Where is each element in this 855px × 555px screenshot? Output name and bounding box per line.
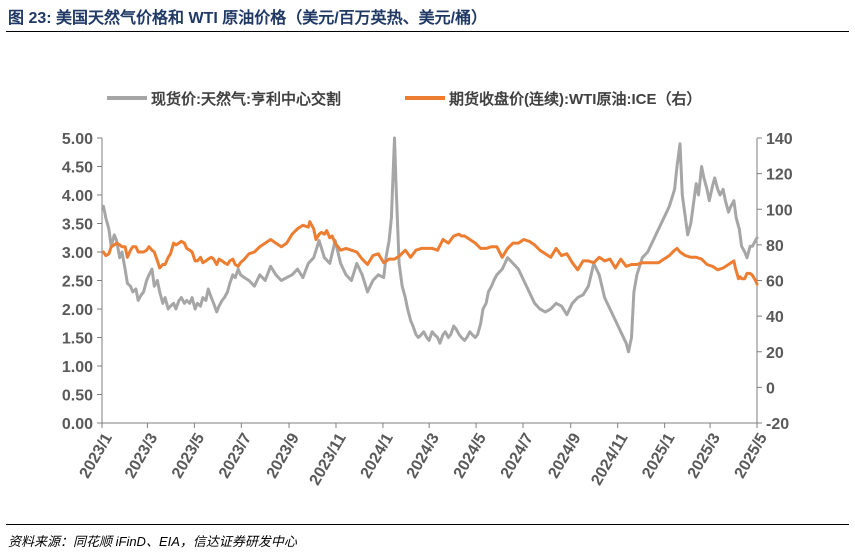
x-tick-label: 2024/1 <box>358 430 397 481</box>
right-tick-label: 100 <box>766 202 793 219</box>
x-tick-label: 2023/7 <box>216 430 255 481</box>
right-tick-label: 60 <box>766 274 784 291</box>
legend-wti-label: 期货收盘价(连续):WTI原油:ICE（右） <box>449 90 701 108</box>
left-tick-label: 3.00 <box>62 245 93 262</box>
right-tick-label: 40 <box>766 309 784 326</box>
left-tick-label: 1.00 <box>62 359 93 376</box>
x-tick-label: 2023/11 <box>307 430 350 488</box>
wti-price-line <box>102 220 759 286</box>
legend-gas: 现货价:天然气:亨利中心交割 <box>107 90 341 108</box>
x-tick-label: 2023/5 <box>169 430 208 481</box>
chart-series-lines <box>102 136 759 354</box>
x-tick-label: 2025/1 <box>639 430 678 481</box>
x-tick-label: 2024/7 <box>498 430 537 481</box>
gas-price-line <box>102 136 759 354</box>
x-tick-label: 2024/11 <box>588 430 631 488</box>
legend-wti: 期货收盘价(连续):WTI原油:ICE（右） <box>405 90 701 108</box>
x-tick-label: 2023/9 <box>264 430 303 481</box>
dual-axis-line-chart: 现货价:天然气:亨利中心交割 期货收盘价(连续):WTI原油:ICE（右） 0.0… <box>62 90 793 488</box>
right-tick-label: 120 <box>766 167 793 184</box>
x-tick-label: 2024/3 <box>404 430 443 481</box>
figure-title: 图 23: 美国天然气价格和 WTI 原油价格（美元/百万英热、美元/桶） <box>8 10 488 27</box>
right-tick-label: 20 <box>766 345 784 362</box>
x-tick-label: 2023/3 <box>122 430 161 481</box>
x-tick-label: 2024/9 <box>545 430 584 481</box>
left-tick-label: 2.00 <box>62 302 93 319</box>
left-tick-label: 3.50 <box>62 217 93 234</box>
x-tick-label: 2023/1 <box>77 430 116 481</box>
source-rule <box>6 524 849 525</box>
left-tick-label: 4.50 <box>62 160 93 177</box>
x-tick-label: 2025/5 <box>732 430 771 481</box>
right-tick-label: 140 <box>766 131 793 148</box>
left-tick-label: 0.50 <box>62 388 93 405</box>
left-tick-label: 1.50 <box>62 331 93 348</box>
left-tick-label: 2.50 <box>62 274 93 291</box>
title-rule <box>6 31 849 32</box>
right-tick-label: -20 <box>766 416 789 433</box>
chart-legend: 现货价:天然气:亨利中心交割 期货收盘价(连续):WTI原油:ICE（右） <box>107 90 701 108</box>
left-tick-label: 4.00 <box>62 188 93 205</box>
right-tick-label: 0 <box>766 380 775 397</box>
legend-gas-label: 现货价:天然气:亨利中心交割 <box>151 90 341 108</box>
left-tick-label: 0.00 <box>62 416 93 433</box>
x-tick-label: 2025/3 <box>685 430 724 481</box>
figure-source: 资料来源：同花顺 iFinD、EIA，信达证券研发中心 <box>8 534 297 549</box>
right-tick-label: 80 <box>766 238 784 255</box>
x-tick-label: 2024/5 <box>451 430 490 481</box>
left-tick-label: 5.00 <box>62 131 93 148</box>
